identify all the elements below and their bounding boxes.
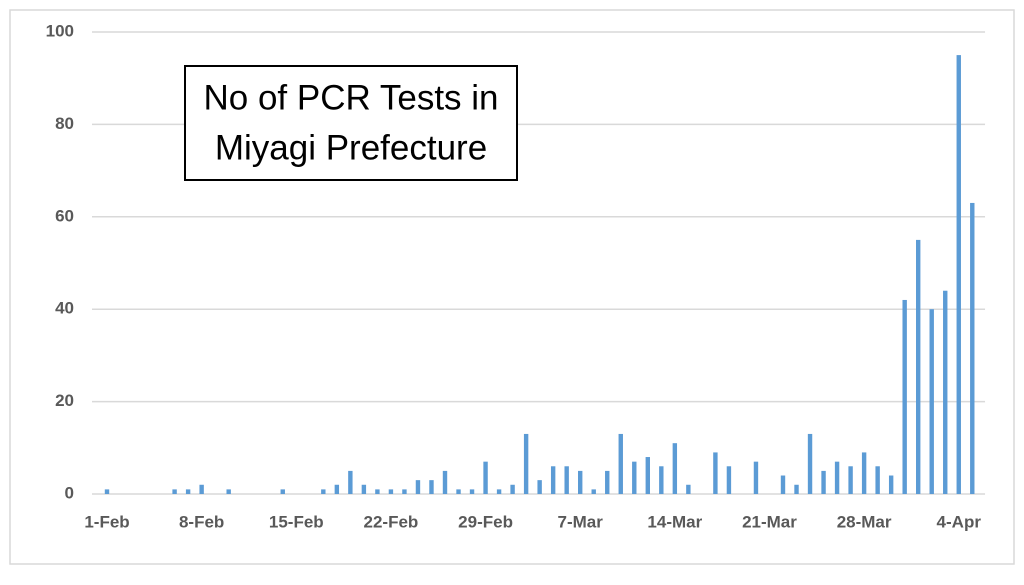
x-tick-label: 1-Feb xyxy=(84,512,129,531)
bar xyxy=(483,461,488,494)
y-tick-label: 100 xyxy=(46,21,74,40)
bar xyxy=(402,489,407,494)
bar xyxy=(104,489,110,494)
bar xyxy=(578,470,583,494)
bar xyxy=(348,470,353,494)
bar xyxy=(510,484,515,494)
x-tick-label: 4-Apr xyxy=(937,512,982,531)
bar xyxy=(713,452,718,494)
bar xyxy=(943,290,948,494)
bar xyxy=(753,461,759,494)
bar xyxy=(429,480,434,494)
y-tick-label: 40 xyxy=(55,299,74,318)
bar xyxy=(172,489,177,494)
bar xyxy=(645,457,650,494)
bar xyxy=(537,480,542,494)
bar xyxy=(321,489,326,494)
bar xyxy=(861,452,867,494)
bar xyxy=(388,489,394,494)
bar xyxy=(550,466,556,494)
bar xyxy=(605,470,610,494)
x-tick-label: 28-Mar xyxy=(837,512,892,531)
bar xyxy=(334,484,340,494)
x-tick-label: 22-Feb xyxy=(364,512,419,531)
y-tick-label: 0 xyxy=(65,483,74,502)
bar xyxy=(564,466,569,494)
bar xyxy=(469,489,475,494)
chart-title: Miyagi Prefecture xyxy=(215,128,487,167)
bar xyxy=(632,461,637,494)
bar xyxy=(807,433,813,494)
x-tick-label: 21-Mar xyxy=(742,512,797,531)
x-tick-label: 7-Mar xyxy=(558,512,604,531)
bar xyxy=(523,433,529,494)
bar xyxy=(199,484,204,494)
bar xyxy=(916,239,921,494)
bar xyxy=(456,489,461,494)
bar xyxy=(956,55,961,494)
bar xyxy=(848,466,853,494)
bar xyxy=(970,202,975,494)
title-box xyxy=(184,65,518,181)
bar xyxy=(929,309,934,494)
y-tick-label: 20 xyxy=(55,391,74,410)
x-tick-label: 29-Feb xyxy=(458,512,513,531)
bar xyxy=(591,489,596,494)
x-tick-label: 8-Feb xyxy=(179,512,224,531)
bar xyxy=(659,466,664,494)
bar xyxy=(280,489,285,494)
bar xyxy=(442,470,448,494)
bar xyxy=(902,299,907,494)
bar xyxy=(361,484,367,494)
bar xyxy=(794,484,799,494)
x-tick-label: 14-Mar xyxy=(647,512,702,531)
bar xyxy=(821,470,826,494)
bar xyxy=(375,489,380,494)
bar xyxy=(618,433,623,494)
y-tick-label: 60 xyxy=(55,206,74,225)
bar xyxy=(875,466,880,494)
chart-title: No of PCR Tests in xyxy=(203,78,498,117)
plot-area: 0 20 40 60 80 100 1-Feb 8-Feb 15-Feb 22-Feb 29-Feb… xyxy=(46,21,986,531)
y-tick-label: 80 xyxy=(55,114,74,133)
x-tick-label: 15-Feb xyxy=(269,512,324,531)
bar xyxy=(888,475,894,494)
bar xyxy=(415,480,421,494)
bar xyxy=(726,466,732,494)
bar xyxy=(185,489,191,494)
bar xyxy=(780,475,786,494)
bar xyxy=(672,443,678,494)
bar xyxy=(496,489,502,494)
bar xyxy=(834,461,840,494)
bar xyxy=(226,489,231,494)
bar xyxy=(686,484,691,494)
